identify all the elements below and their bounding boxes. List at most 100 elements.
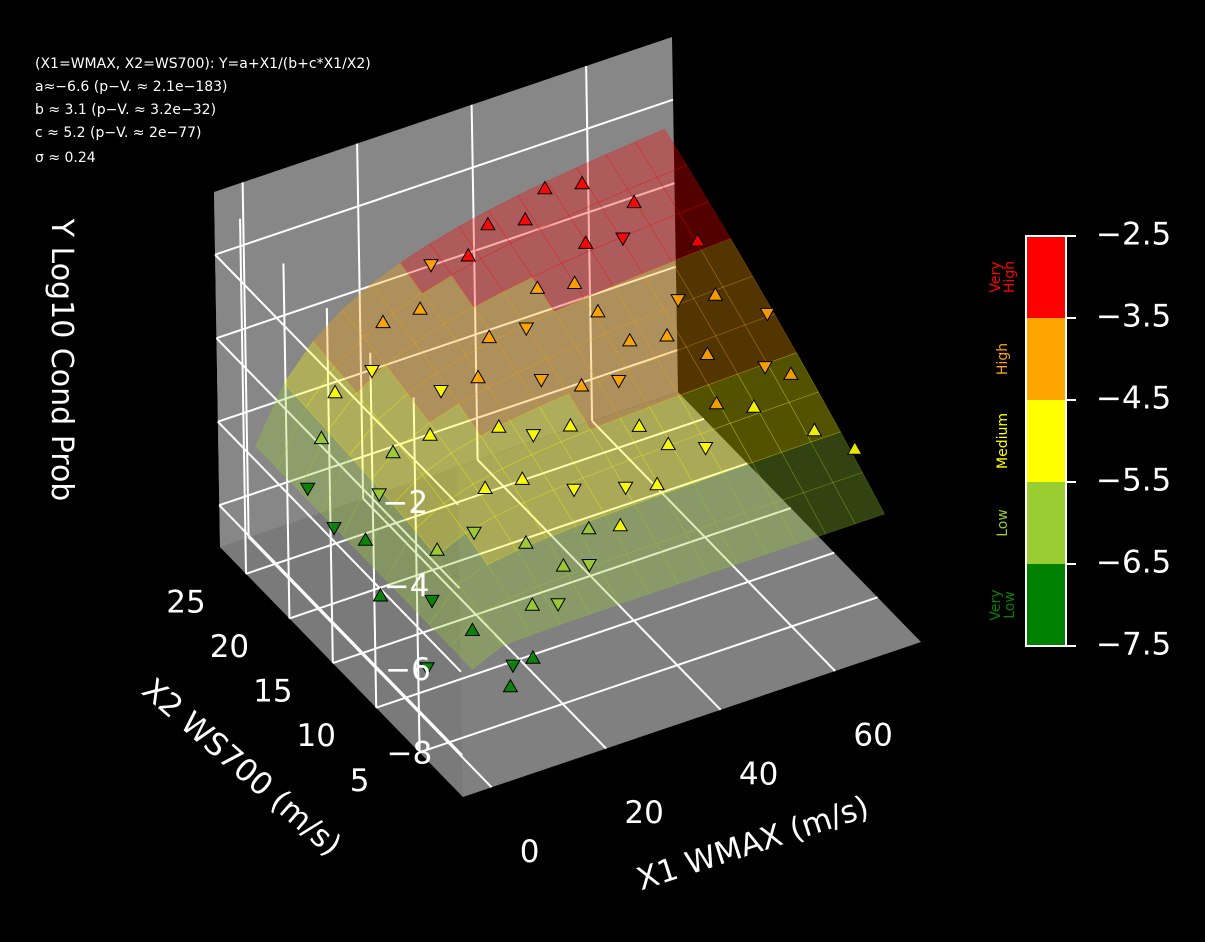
y-grid-floor <box>332 507 792 665</box>
data-point <box>470 369 486 384</box>
surface-facet <box>487 372 540 421</box>
colorbar-tick-label: −6.5 <box>1096 545 1171 581</box>
data-point <box>631 418 648 432</box>
annotation-line-2: a≈−6.6 (p−V. ≈ 2.1e−183) <box>35 79 227 95</box>
surface-facet <box>276 406 328 492</box>
data-point <box>660 436 677 451</box>
surface-facet <box>561 249 614 299</box>
data-point <box>555 557 572 572</box>
surface-facet <box>517 180 570 230</box>
y-tick-label: 20 <box>210 629 249 665</box>
data-point <box>577 235 594 249</box>
y-tick-label: 10 <box>296 718 335 754</box>
surface-facet <box>568 201 621 251</box>
surface-facet <box>458 210 511 259</box>
surface-facet <box>428 583 481 648</box>
data-point <box>699 346 716 360</box>
surface-facet <box>363 312 416 366</box>
surface-facet <box>597 553 650 605</box>
surface-facet <box>788 391 841 443</box>
surface-facet <box>472 468 525 517</box>
surface-facet <box>612 455 665 505</box>
surface-facet <box>385 529 437 603</box>
data-point <box>649 476 665 491</box>
data-point <box>562 417 579 432</box>
data-point <box>529 280 546 294</box>
z-grid-left <box>218 504 464 756</box>
colorbar-tick-label: −4.5 <box>1096 381 1171 417</box>
data-point <box>326 522 342 536</box>
surface-facet <box>450 612 503 670</box>
surface-facet <box>781 441 834 494</box>
grid-lines <box>214 66 878 789</box>
y-tick-label: 25 <box>166 584 205 620</box>
data-point <box>372 587 389 602</box>
surface-facet <box>546 345 599 395</box>
data-point <box>612 517 629 532</box>
x-tick-label: 20 <box>624 795 663 831</box>
colorbar-band-label: High <box>995 343 1011 375</box>
z-grid-left <box>217 421 462 673</box>
surface-facet <box>634 128 688 178</box>
z-grid-left <box>214 253 459 506</box>
back-pane <box>214 37 678 547</box>
data-point <box>757 361 773 375</box>
surface-facet <box>429 225 482 276</box>
surface-facet <box>744 313 797 364</box>
data-point <box>518 322 535 337</box>
surface-facet <box>744 502 797 555</box>
data-point <box>581 559 598 573</box>
z-tick-label: −8 <box>387 736 433 772</box>
data-point <box>299 482 316 497</box>
data-point <box>759 307 776 322</box>
surface-facet <box>486 550 540 599</box>
surface-facet <box>392 292 445 344</box>
data-point <box>424 594 440 609</box>
data-point <box>806 422 823 437</box>
data-point <box>419 662 435 677</box>
data-point <box>617 481 634 496</box>
data-point <box>533 374 550 388</box>
surface-facet <box>450 435 503 485</box>
z-tick-label: −2 <box>382 485 428 521</box>
surface-facet <box>693 286 746 337</box>
data-point <box>423 259 439 273</box>
colorbar-band-label: Medium <box>995 413 1011 469</box>
surface-facet <box>479 597 532 647</box>
data-point <box>385 444 401 459</box>
data-point <box>514 471 531 485</box>
surface-facet <box>421 274 475 325</box>
surface-facet <box>656 164 710 214</box>
surface-facet <box>457 564 510 614</box>
data-point <box>313 430 330 445</box>
data-point <box>689 232 706 247</box>
surface-facet <box>414 323 467 374</box>
surface-facet <box>327 392 379 456</box>
data-point <box>429 541 445 556</box>
surface-facet <box>568 381 621 431</box>
data-point <box>371 488 388 503</box>
surface-facet <box>421 452 474 504</box>
z-grid-back <box>217 265 677 423</box>
surface-facet <box>451 258 504 308</box>
colorbar-tick-label: −5.5 <box>1096 463 1171 499</box>
data-point <box>524 596 541 611</box>
data-point <box>490 418 507 433</box>
surface-facet <box>312 309 365 368</box>
surface-facet <box>407 555 459 626</box>
surface-facet <box>428 403 481 454</box>
surface-facet <box>678 384 731 435</box>
surface-facet <box>407 372 460 424</box>
surface-facet <box>488 195 541 244</box>
surface-facet <box>539 215 592 264</box>
surface-facet <box>560 429 613 479</box>
surface-facet <box>356 364 408 420</box>
surface-facet <box>773 492 827 545</box>
surface-facet <box>414 502 466 557</box>
surface-facet <box>320 454 372 536</box>
surface-facet <box>443 306 496 356</box>
data-point <box>846 440 863 455</box>
surface-facet <box>663 298 717 348</box>
surface-facet <box>685 335 739 386</box>
